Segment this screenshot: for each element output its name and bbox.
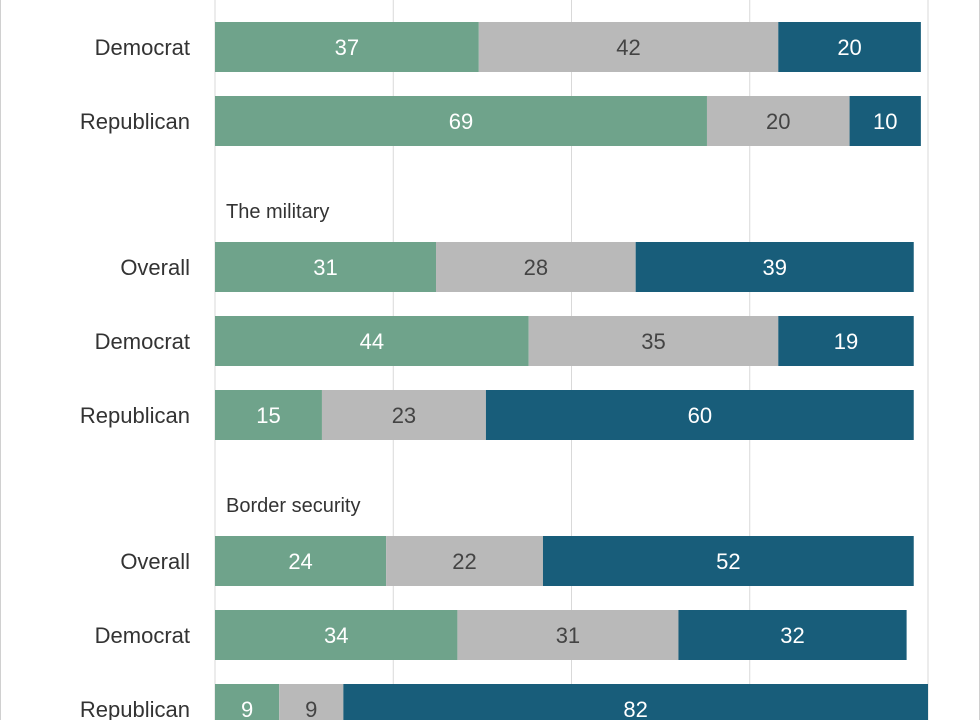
bar-segment-gray (528, 316, 779, 366)
bar-segment-gray (321, 390, 486, 440)
bar-value-label: 22 (452, 549, 476, 574)
bar-value-label: 35 (641, 329, 665, 354)
bar-segment-green (215, 22, 479, 72)
bar-value-label: 44 (360, 329, 384, 354)
row-label: Republican (80, 403, 190, 428)
row-label: Democrat (95, 329, 190, 354)
bar-segment-blue (678, 610, 907, 660)
row-label: Republican (80, 697, 190, 720)
bar-group-0: Democrat 37 42 20 Republican 69 20 10 (80, 22, 921, 146)
bar-value-label: 34 (324, 623, 348, 648)
bar-segment-blue (778, 22, 921, 72)
bar-rows: Democrat 37 42 20 Republican 69 20 10 The milita… (80, 22, 929, 720)
bar-segment-blue (542, 536, 914, 586)
row-label: Overall (120, 549, 190, 574)
bar-value-label: 20 (766, 109, 790, 134)
bar-value-label: 37 (335, 35, 359, 60)
bar-segment-green (215, 536, 387, 586)
bar-segment-gray (386, 536, 543, 586)
bar-value-label: 9 (241, 697, 253, 720)
bar-segment-blue (778, 316, 914, 366)
bar-group-2: Border security Overall 24 22 52 Democrat 34 31… (80, 495, 929, 720)
group-title: Border security (226, 495, 361, 517)
bar-segment-green (215, 390, 322, 440)
bar-value-label: 39 (762, 255, 786, 280)
bar-segment-gray (457, 610, 679, 660)
group-title: The military (226, 201, 329, 223)
row-label: Democrat (95, 623, 190, 648)
bar-value-label: 28 (524, 255, 548, 280)
bar-segment-green (215, 610, 458, 660)
bar-segment-green (215, 316, 529, 366)
bar-value-label: 23 (392, 403, 416, 428)
bar-value-label: 19 (834, 329, 858, 354)
bar-segment-blue (635, 242, 914, 292)
bar-segment-gray (279, 684, 344, 720)
bar-value-label: 42 (616, 35, 640, 60)
bar-segment-green (215, 96, 707, 146)
bar-value-label: 15 (256, 403, 280, 428)
bar-value-label: 32 (780, 623, 804, 648)
bar-value-label: 24 (288, 549, 312, 574)
bar-segment-blue (849, 96, 921, 146)
bar-value-label: 20 (837, 35, 861, 60)
bar-segment-green (215, 684, 280, 720)
bar-value-label: 82 (623, 697, 647, 720)
bar-segment-blue (485, 390, 914, 440)
bar-value-label: 31 (556, 623, 580, 648)
bar-segment-green (215, 242, 437, 292)
row-label: Republican (80, 109, 190, 134)
bar-value-label: 9 (305, 697, 317, 720)
bar-value-label: 52 (716, 549, 740, 574)
bar-value-label: 31 (313, 255, 337, 280)
bar-group-1: The military Overall 31 28 39 Democrat 44 35 19 R… (80, 201, 914, 440)
bar-segment-gray (436, 242, 636, 292)
bar-segment-blue (343, 684, 929, 720)
row-label: Overall (120, 255, 190, 280)
bar-segment-gray (478, 22, 779, 72)
bar-segment-gray (706, 96, 850, 146)
bar-value-label: 10 (873, 109, 897, 134)
bar-value-label: 69 (449, 109, 473, 134)
row-label: Democrat (95, 35, 190, 60)
bar-value-label: 60 (688, 403, 712, 428)
